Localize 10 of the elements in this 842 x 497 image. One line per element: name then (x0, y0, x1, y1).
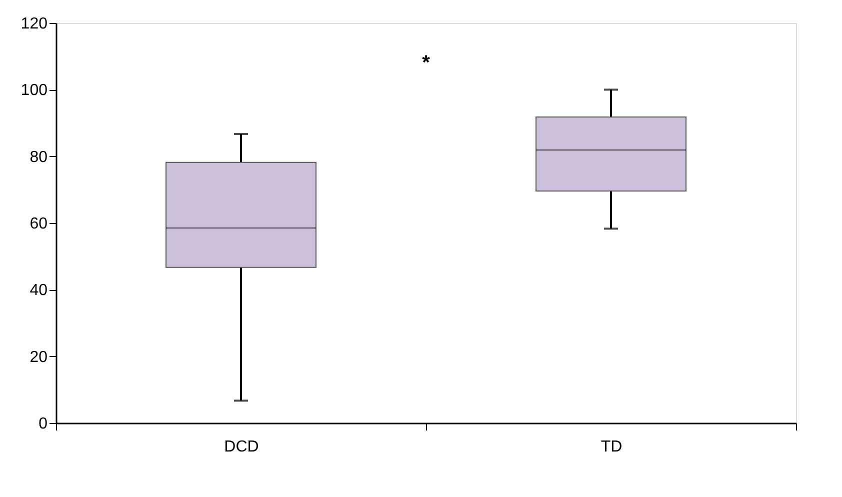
y-tick-label: 0 (38, 416, 48, 432)
y-tick-label: 40 (30, 282, 48, 300)
y-tick-label: 100 (20, 82, 48, 100)
x-tick-label: TD (600, 438, 622, 456)
y-tick-label: 60 (30, 216, 48, 232)
y-tick-label: 120 (20, 16, 48, 32)
y-tick-label: 20 (30, 348, 48, 366)
annotation: * (422, 52, 430, 74)
x-tick-label: DCD (224, 438, 259, 456)
y-tick-label: 80 (30, 148, 48, 166)
